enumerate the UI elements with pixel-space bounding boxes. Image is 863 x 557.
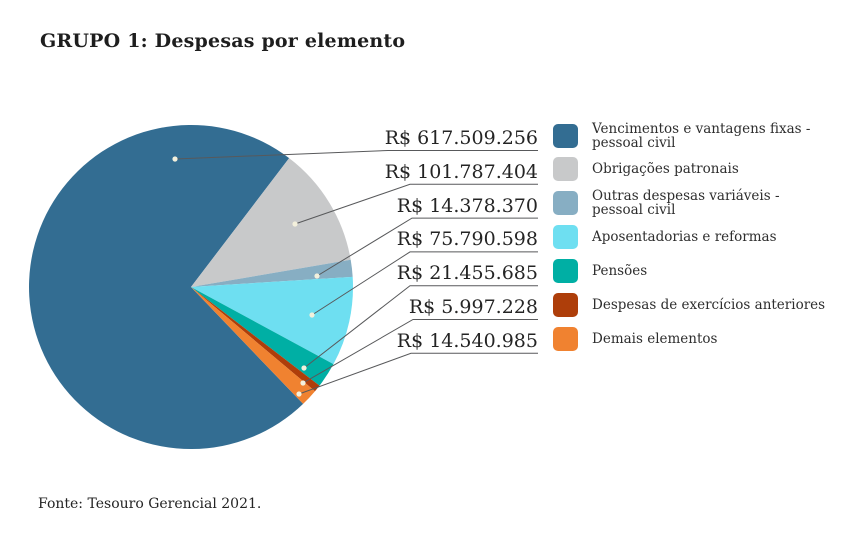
legend-swatch-pensoes [553,259,578,283]
leader-line-0 [174,150,538,160]
value-label-obrigacoes: R$ 101.787.404 [384,161,538,183]
legend-label: Despesas de exercícios anteriores [592,296,826,313]
legend-item-demais: Demais elementos [553,322,832,356]
legend-swatch-obrigacoes [553,157,578,181]
pie-slice-2 [191,259,353,287]
pie-slice-5 [191,287,320,392]
value-label-outras-despesas: R$ 14.378.370 [396,195,538,217]
value-label-pensoes: R$ 21.455.685 [396,262,538,284]
value-label-vencimentos: R$ 617.509.256 [384,127,538,149]
leader-line-3 [311,251,538,316]
pie-slice-0 [29,125,304,450]
slice-marker-dot-6 [296,391,302,397]
chart-title: GRUPO 1: Despesas por elemento [40,30,406,52]
leader-line-4 [303,285,538,369]
leader-line-6 [298,352,538,395]
legend-swatch-vencimentos [553,124,578,148]
slice-marker-dot-1 [292,221,298,227]
leader-line-1 [294,183,538,225]
value-label-despesas-anteriores: R$ 5.997.228 [408,296,538,318]
source-note: Fonte: Tesouro Gerencial 2021. [38,496,262,512]
legend-item-vencimentos: Vencimentos e vantagens fixas - pessoal … [553,119,832,153]
legend-label: Aposentadorias e reformas [592,228,777,245]
legend-swatch-despesas-anteriores [553,293,578,317]
legend-item-despesas-anteriores: Despesas de exercícios anteriores [553,288,832,322]
slice-marker-dot-4 [301,365,307,371]
pie-slice-1 [191,158,351,287]
legend-label: Obrigações patronais [592,160,739,177]
legend-label: Pensões [592,262,648,279]
legend-item-pensoes: Pensões [553,254,832,288]
leader-line-5 [302,319,538,384]
value-label-aposentadorias: R$ 75.790.598 [396,228,538,250]
legend-swatch-outras-despesas [553,191,578,215]
legend-item-obrigacoes: Obrigações patronais [553,152,832,186]
legend-label: Outras despesas variáveis - pessoal civi… [592,187,780,218]
legend-label: Demais elementos [592,330,718,347]
value-label-demais: R$ 14.540.985 [396,330,538,352]
legend-item-aposentadorias: Aposentadorias e reformas [553,220,832,254]
pie-slice-4 [191,287,334,386]
pie-slice-3 [191,276,353,365]
legend-swatch-aposentadorias [553,225,578,249]
leader-line-2 [316,217,538,277]
legend-item-outras-despesas: Outras despesas variáveis - pessoal civi… [553,186,832,220]
slice-marker-dot-2 [314,273,320,279]
slice-marker-dot-3 [309,312,315,318]
slice-marker-dot-5 [300,380,306,386]
slice-marker-dot-0 [172,156,178,162]
legend-label: Vencimentos e vantagens fixas - pessoal … [592,120,811,151]
pie-slice-6 [191,287,315,404]
legend-swatch-demais [553,327,578,351]
